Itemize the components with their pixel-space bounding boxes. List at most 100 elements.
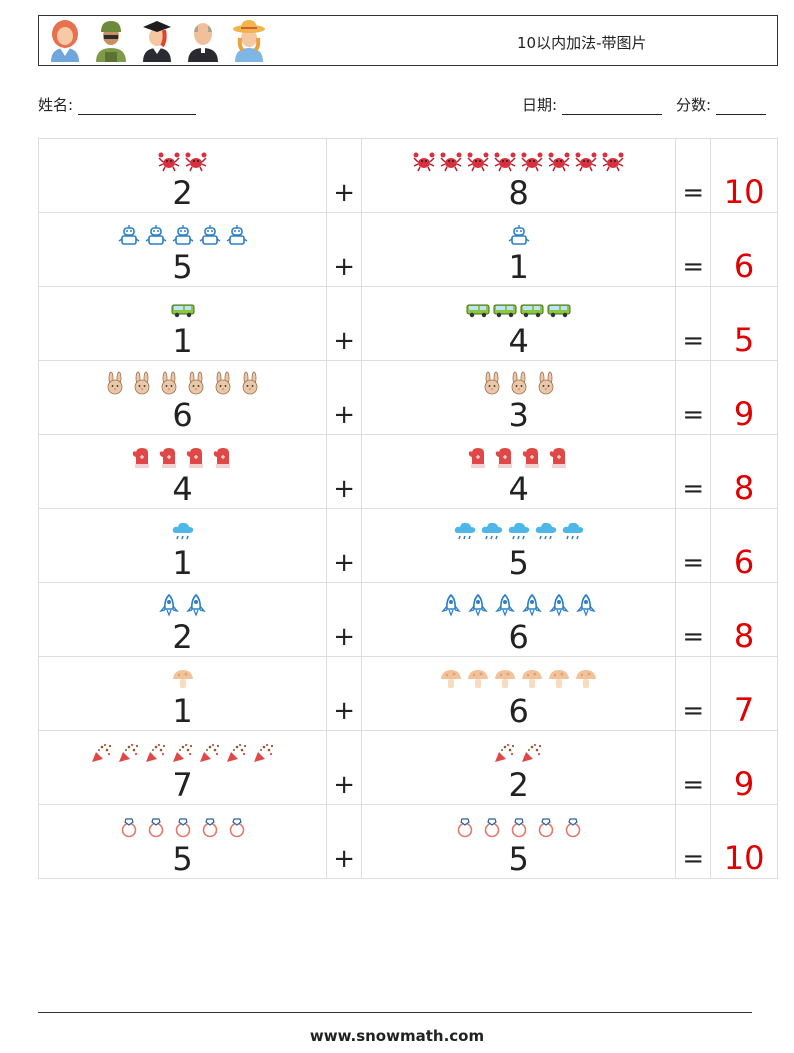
- name-field: 姓名:: [38, 94, 196, 115]
- addend-b-pictures: [362, 590, 675, 620]
- equals-cell: =: [675, 656, 712, 731]
- answer: 6: [733, 543, 755, 581]
- robot-icon: [145, 225, 166, 245]
- mitten-icon: [522, 448, 540, 468]
- addend-b: 4: [508, 470, 529, 508]
- answer: 6: [733, 247, 755, 285]
- rain-cloud-icon: [535, 522, 556, 540]
- mitten-icon: [213, 448, 231, 468]
- robot-icon: [226, 225, 247, 245]
- answer-cell[interactable]: 8: [710, 434, 778, 509]
- mitten-icon: [159, 448, 177, 468]
- bunny-icon: [511, 371, 527, 395]
- answer-cell[interactable]: 6: [710, 212, 778, 287]
- avatar-strip: [45, 18, 269, 64]
- addend-b-pictures: [362, 812, 675, 842]
- addend-a: 1: [172, 322, 193, 360]
- robot-icon: [172, 225, 193, 245]
- answer-cell[interactable]: 7: [710, 656, 778, 731]
- mushroom-icon: [522, 670, 543, 688]
- date-blank[interactable]: [561, 100, 662, 115]
- bunny-icon: [188, 371, 204, 395]
- mushroom-icon: [441, 670, 462, 688]
- addend-b: 4: [508, 322, 529, 360]
- ring-icon: [565, 818, 580, 838]
- rain-cloud-icon: [172, 522, 193, 540]
- equals-sign: =: [682, 622, 705, 652]
- addend-a: 2: [172, 618, 193, 656]
- problem-row: 2 +8 = 10: [37, 138, 778, 213]
- party-popper-icon: [172, 743, 192, 762]
- addend-a-pictures: [39, 294, 326, 324]
- operator-cell: +: [326, 434, 363, 509]
- addend-b: 6: [508, 618, 529, 656]
- van-icon: [171, 304, 195, 318]
- party-popper-icon: [145, 743, 165, 762]
- answer: 10: [723, 173, 765, 211]
- rocket-icon: [495, 593, 516, 617]
- header-box: 10以内加法-带图片: [38, 15, 778, 66]
- answer-cell[interactable]: 10: [710, 804, 778, 879]
- score-field: 分数:: [676, 94, 766, 115]
- ring-icon: [457, 818, 472, 838]
- addend-b-cell: 3: [361, 360, 677, 435]
- answer-cell[interactable]: 10: [710, 138, 778, 213]
- addend-b: 5: [508, 544, 529, 582]
- equals-cell: =: [675, 804, 712, 879]
- plus-sign: +: [333, 178, 356, 208]
- addend-a-pictures: [39, 442, 326, 472]
- equals-sign: =: [682, 474, 705, 504]
- van-icon: [466, 304, 490, 318]
- van-icon: [493, 304, 517, 318]
- party-popper-icon: [118, 743, 138, 762]
- party-popper-icon: [495, 743, 515, 762]
- addend-a: 1: [172, 544, 193, 582]
- footer-divider: [38, 1012, 752, 1013]
- addend-b-pictures: [362, 664, 675, 694]
- addition-table: 2 +8 = 10 5 +1 = 6 1 +4 = 5 6 +3 = 9 4 +4 = 8 1 +5 = 6 2 +6 = 8 1 +6 =…: [37, 138, 778, 879]
- plus-sign: +: [333, 696, 356, 726]
- answer-cell[interactable]: 8: [710, 582, 778, 657]
- woman-avatar-icon: [51, 20, 79, 62]
- ring-icon: [148, 818, 163, 838]
- operator-cell: +: [326, 508, 363, 583]
- ring-icon: [538, 818, 553, 838]
- operator-cell: +: [326, 804, 363, 879]
- answer-cell[interactable]: 6: [710, 508, 778, 583]
- rocket-icon: [441, 593, 462, 617]
- addend-a-cell: 1: [37, 286, 328, 361]
- name-blank[interactable]: [77, 100, 196, 115]
- worksheet-title: 10以内加法-带图片: [517, 34, 647, 52]
- party-popper-icon: [226, 743, 246, 762]
- ring-icon: [484, 818, 499, 838]
- answer-cell[interactable]: 5: [710, 286, 778, 361]
- answer-cell[interactable]: 9: [710, 360, 778, 435]
- equals-sign: =: [682, 326, 705, 356]
- answer-cell[interactable]: 9: [710, 730, 778, 805]
- crab-icon: [158, 152, 180, 172]
- addend-b-pictures: [362, 368, 675, 398]
- rain-cloud-icon: [481, 522, 502, 540]
- problem-row: 6 +3 = 9: [37, 360, 778, 435]
- addend-b-pictures: [362, 294, 675, 324]
- priest-avatar-icon: [188, 23, 218, 62]
- crab-icon: [548, 152, 570, 172]
- equals-cell: =: [675, 508, 712, 583]
- addend-b-cell: 5: [361, 804, 677, 879]
- bunny-icon: [484, 371, 500, 395]
- addend-a-cell: 7: [37, 730, 328, 805]
- problem-row: 1 +5 = 6: [37, 508, 778, 583]
- operator-cell: +: [326, 212, 363, 287]
- date-label: 日期:: [522, 96, 558, 114]
- equals-sign: =: [682, 252, 705, 282]
- party-popper-icon: [91, 743, 111, 762]
- crab-icon: [602, 152, 624, 172]
- bunny-icon: [161, 371, 177, 395]
- crab-icon: [413, 152, 435, 172]
- score-blank[interactable]: [715, 100, 766, 115]
- addend-a: 5: [172, 840, 193, 878]
- crab-icon: [440, 152, 462, 172]
- plus-sign: +: [333, 548, 356, 578]
- equals-sign: =: [682, 844, 705, 874]
- crab-icon: [521, 152, 543, 172]
